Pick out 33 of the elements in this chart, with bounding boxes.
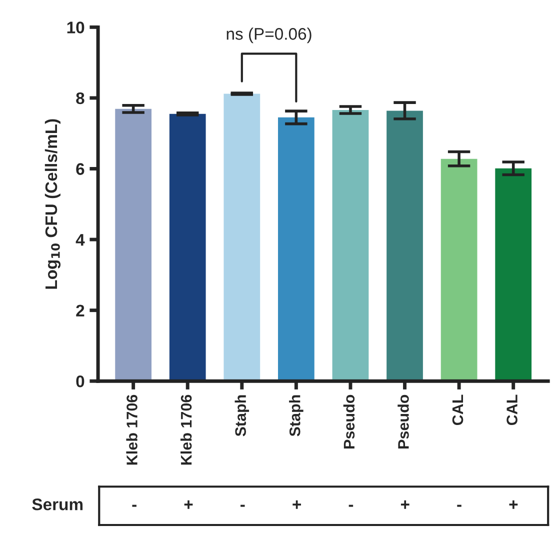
bar xyxy=(332,110,369,382)
text: + xyxy=(509,500,518,509)
text: + xyxy=(184,500,193,509)
text: Serum xyxy=(32,498,83,510)
x-tick-label: Kleb 1706 xyxy=(126,394,138,465)
x-tick-label: Staph xyxy=(234,395,250,436)
text: - xyxy=(457,504,462,507)
text: + xyxy=(400,500,410,509)
y-tick-label: 4 xyxy=(76,234,85,246)
x-tick-label: Pseudo xyxy=(398,394,409,448)
y-axis-title: Log$_{10}$ CFU (Cells/mL) xyxy=(44,119,61,289)
x-tick-label: Pseudo xyxy=(343,394,355,448)
x-tick-label: Kleb 1706 xyxy=(180,394,192,465)
y-tick-label: 8 xyxy=(76,92,84,104)
bar xyxy=(495,168,532,382)
x-tick-label: CAL xyxy=(506,394,518,426)
bar xyxy=(115,108,152,382)
y-tick-label: 2 xyxy=(76,304,84,316)
bar xyxy=(440,158,478,382)
text: + xyxy=(292,500,301,509)
y-tick-label: 6 xyxy=(76,163,84,175)
text: - xyxy=(348,504,354,507)
bar xyxy=(278,117,314,382)
text: - xyxy=(240,504,245,507)
y-tick-label: 10 xyxy=(67,22,84,34)
x-tick-label: Staph xyxy=(289,395,304,436)
annotation: ns (P=0.06) xyxy=(226,28,312,44)
x-tick-label: CAL xyxy=(452,394,464,426)
y-tick-label: 0 xyxy=(76,375,84,388)
bar xyxy=(224,94,260,382)
bar xyxy=(386,110,423,382)
bar xyxy=(169,114,206,382)
text: - xyxy=(132,504,136,507)
